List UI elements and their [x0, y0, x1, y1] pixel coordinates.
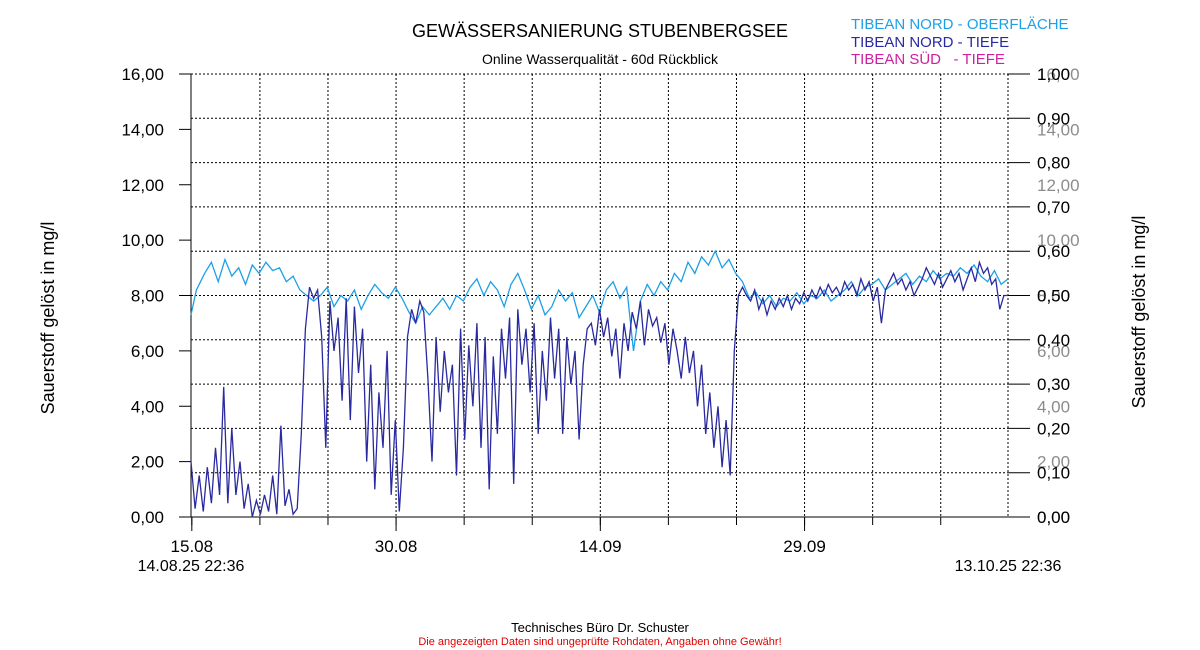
y-tick-label-right: 0,70: [1037, 198, 1070, 217]
chart-title: GEWÄSSERSANIERUNG STUBENBERGSEE: [412, 21, 788, 41]
y-axis-label-right: Sauerstoff gelöst in mg/l: [1129, 216, 1149, 409]
y-tick-label-right-gray: 10,00: [1037, 231, 1080, 250]
y-tick-label-left: 12,00: [121, 176, 164, 195]
legend: TIBEAN NORD - OBERFLÄCHE TIBEAN NORD - T…: [851, 16, 1069, 68]
y-tick-label-right: 0,00: [1037, 508, 1070, 527]
y-tick-label-right-gray: 12,00: [1037, 176, 1080, 195]
y-tick-label-left: 4,00: [131, 397, 164, 416]
y-tick-label-right: 0,50: [1037, 287, 1070, 306]
x-tick-label: 30.08: [375, 537, 418, 556]
y-axis-label-left: Sauerstoff gelöst in mg/l: [38, 222, 58, 415]
y-tick-label-left: 10,00: [121, 231, 164, 250]
footer-disclaimer: Die angezeigten Daten sind ungeprüfte Ro…: [418, 636, 781, 648]
y-tick-label-left: 6,00: [131, 342, 164, 361]
y-tick-label-left: 14,00: [121, 120, 164, 139]
y-tick-label-right-gray: 14,00: [1037, 120, 1080, 139]
y-ticks-left: 0,00 2,00 4,00 6,00 8,00 10,00 12,00 14,00 16,00: [121, 65, 191, 527]
x-ticks: 15.08 30.08 14.09 29.09: [171, 517, 942, 556]
x-start-label: 14.08.25 22:36: [138, 558, 245, 575]
x-tick-label: 29.09: [783, 537, 826, 556]
y-tick-label-right-gray: 16,00: [1037, 65, 1080, 84]
y-tick-label-right: 0,80: [1037, 154, 1070, 173]
y-tick-label-right: 0,60: [1037, 242, 1070, 261]
y-tick-label-right-gray: 2,00: [1037, 453, 1070, 472]
y-tick-label-right-gray: 0,00: [1037, 508, 1070, 527]
y-tick-label-left: 16,00: [121, 65, 164, 84]
y-tick-label-right: 1,00: [1037, 65, 1070, 84]
y-tick-label-right: 0,90: [1037, 109, 1070, 128]
series-line-0: [190, 249, 1009, 351]
x-end-label: 13.10.25 22:36: [955, 558, 1062, 575]
y-tick-label-left: 0,00: [131, 508, 164, 527]
y-tick-label-right-gray: 6,00: [1037, 342, 1070, 361]
x-tick-label: 15.08: [171, 537, 214, 556]
series-lines: [190, 249, 1009, 518]
y-tick-label-right-gray: 4,00: [1037, 397, 1070, 416]
footer-company: Technisches Büro Dr. Schuster: [511, 620, 689, 635]
y-tick-label-right: 0,20: [1037, 419, 1070, 438]
y-tick-label-left: 2,00: [131, 453, 164, 472]
series-line-1: [190, 259, 1008, 518]
y-tick-label-right-gray: 8,00: [1037, 287, 1070, 306]
y-tick-label-right: 0,10: [1037, 464, 1070, 483]
grid: [191, 73, 1009, 517]
x-tick-label: 14.09: [579, 537, 622, 556]
y-ticks-right: 0,00 2,00 4,00 6,00 8,00 10,00 12,00 14,00 16,00…: [1008, 65, 1080, 527]
legend-item-sued-tiefe: TIBEAN SÜD - TIEFE: [851, 50, 1005, 68]
chart-subtitle: Online Wasserqualität - 60d Rückblick: [482, 51, 719, 67]
y-tick-label-right: 0,30: [1037, 375, 1070, 394]
legend-item-oberflaeche: TIBEAN NORD - OBERFLÄCHE: [851, 16, 1069, 33]
y-tick-label-right: 0,40: [1037, 331, 1070, 350]
legend-item-nord-tiefe: TIBEAN NORD - TIEFE: [851, 34, 1009, 51]
y-tick-label-left: 8,00: [131, 287, 164, 306]
